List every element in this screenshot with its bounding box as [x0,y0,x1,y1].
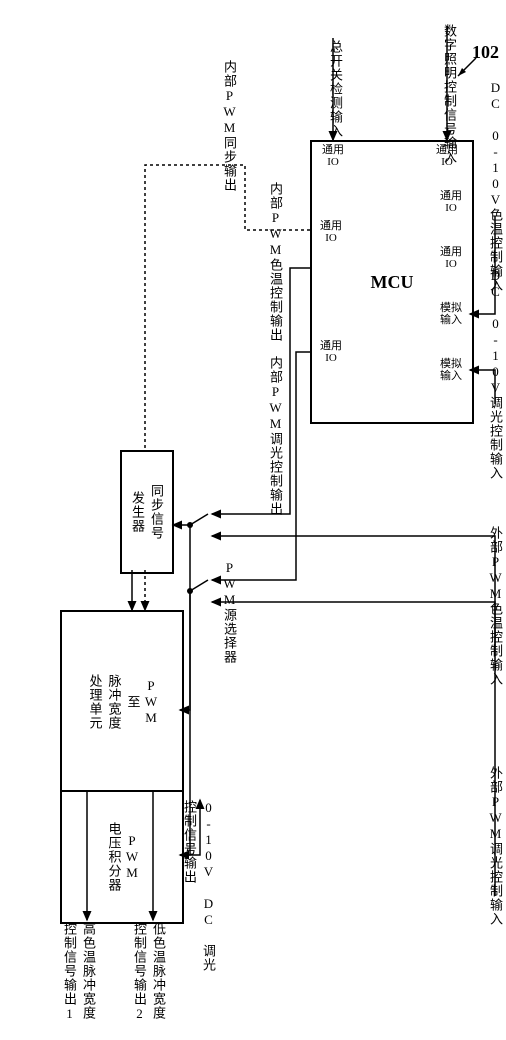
diagram-canvas: 102 MCU 通用 IO 通用 IO 通用 IO 通用 IO 通用 IO 通用… [20,20,506,1020]
connectors [20,20,506,1020]
